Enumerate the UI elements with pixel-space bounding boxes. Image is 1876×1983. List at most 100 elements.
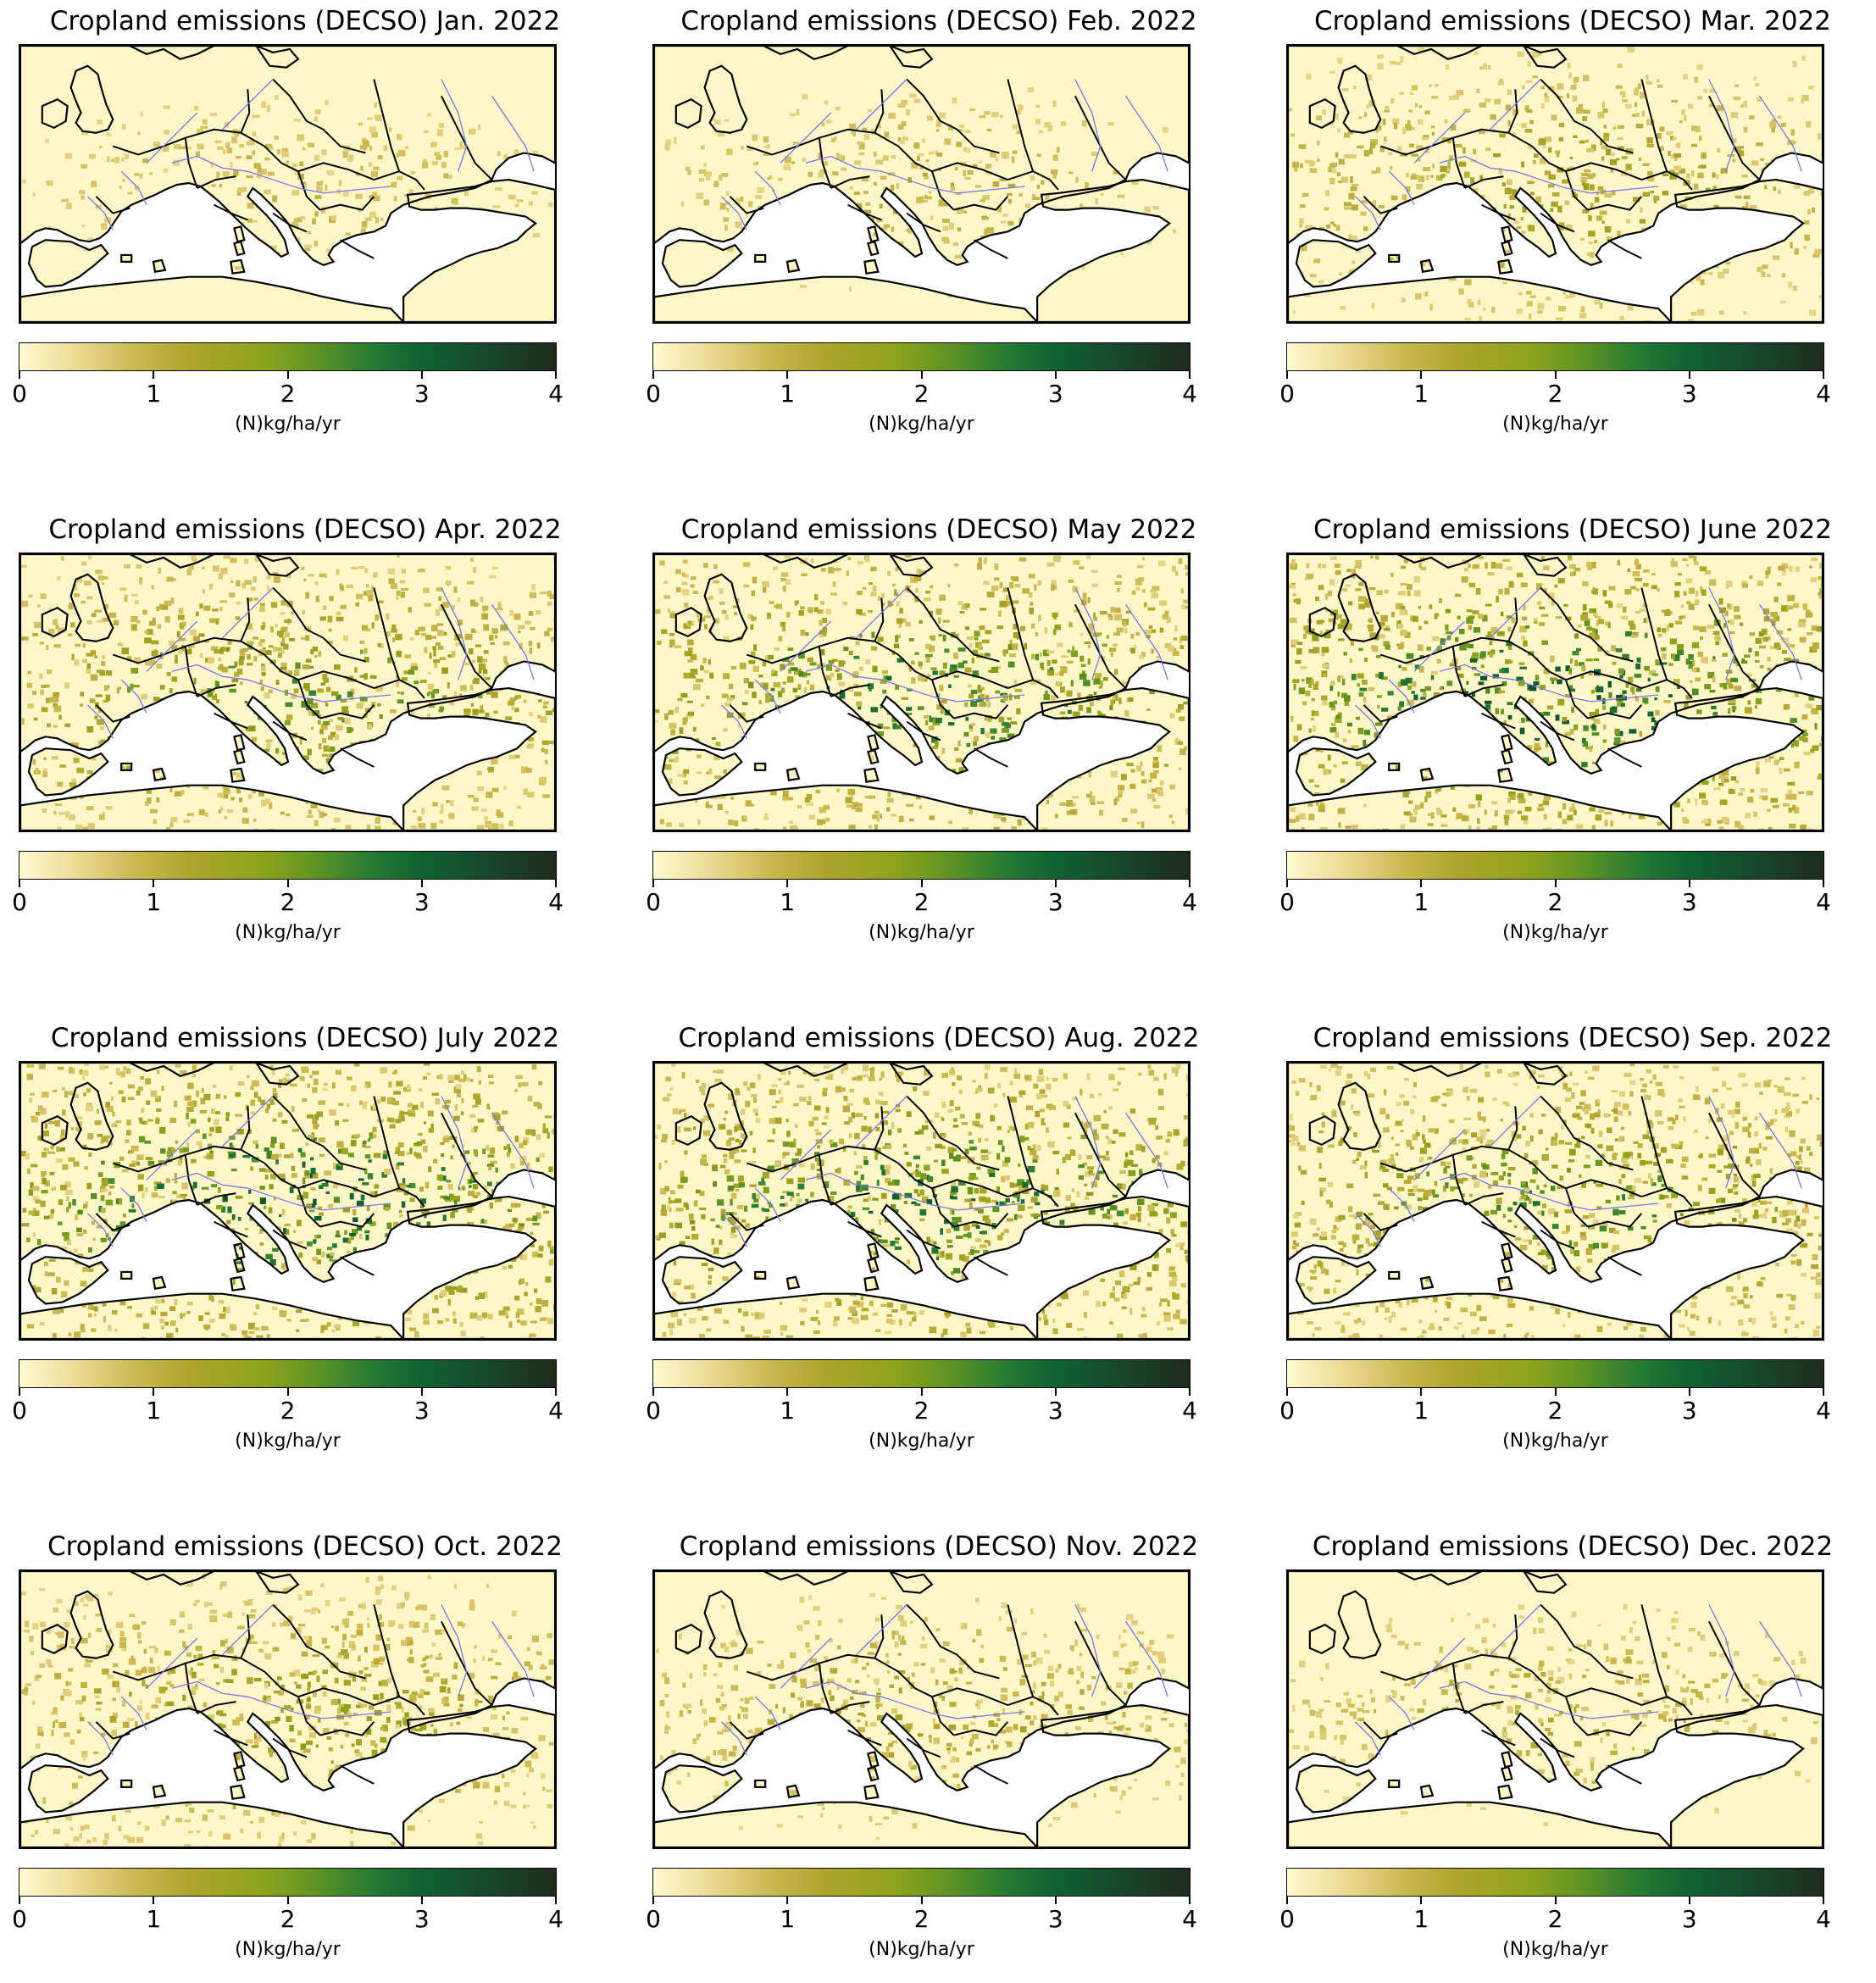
colorbar-tick-label: 1 (762, 1906, 813, 1933)
map-canvas (1288, 1063, 1823, 1339)
colorbar-tick (1055, 880, 1057, 887)
map-canvas (654, 46, 1189, 322)
colorbar-tick (287, 1388, 289, 1396)
emission-map (652, 1569, 1191, 1849)
colorbar (652, 1868, 1191, 1897)
colorbar-unit-label: (N)kg/ha/yr (19, 922, 557, 944)
colorbar-tick (555, 880, 557, 887)
colorbar-tick (19, 371, 20, 379)
colorbar-tick-label: 2 (896, 889, 947, 916)
colorbar (652, 342, 1191, 371)
colorbar-tick-label: 1 (1396, 1906, 1446, 1933)
colorbar-tick (153, 1388, 154, 1396)
colorbar-tick (555, 1897, 557, 1904)
colorbar-unit-label: (N)kg/ha/yr (1286, 1430, 1824, 1453)
country-border (974, 748, 1008, 767)
colorbar-tick-label: 2 (1530, 1906, 1581, 1933)
colorbar-tick-label: 3 (1664, 1906, 1715, 1933)
emission-map (1286, 1569, 1824, 1849)
colorbar-tick (1689, 1897, 1690, 1904)
country-border (341, 1257, 375, 1275)
colorbar-tick-label: 4 (1798, 1397, 1849, 1425)
colorbar-unit-label: (N)kg/ha/yr (652, 1939, 1191, 1961)
colorbar-tick-label: 0 (628, 1397, 679, 1425)
map-canvas (654, 554, 1189, 830)
colorbar-tick-label: 1 (128, 1906, 179, 1933)
colorbar-tick-label: 3 (1030, 380, 1081, 408)
panel-title: Cropland emissions (DECSO) Apr. 2022 (0, 514, 610, 545)
colorbar-tick-label: 2 (896, 1397, 947, 1425)
colorbar-tick-label: 2 (896, 1906, 947, 1933)
colorbar-tick-label: 3 (397, 1397, 447, 1425)
country-border (974, 1257, 1008, 1275)
colorbar-tick (652, 1388, 654, 1396)
colorbar-tick (1555, 371, 1557, 379)
colorbar-tick-label: 4 (1798, 889, 1849, 916)
colorbar-tick-label: 3 (1664, 1397, 1715, 1425)
colorbar-tick-label: 1 (762, 1397, 813, 1425)
colorbar-tick (786, 1388, 788, 1396)
colorbar-tick-label: 0 (628, 1906, 679, 1933)
colorbar (19, 342, 557, 371)
colorbar-unit-label: (N)kg/ha/yr (19, 1430, 557, 1453)
emission-map (1286, 553, 1824, 832)
emission-map (652, 553, 1191, 832)
colorbar-tick-label: 4 (1798, 380, 1849, 408)
country-border (341, 240, 375, 258)
panel-title: Cropland emissions (DECSO) Feb. 2022 (634, 6, 1244, 36)
colorbar-tick (1420, 1388, 1422, 1396)
colorbar-tick (153, 880, 154, 887)
colorbar-tick-label: 0 (0, 1906, 45, 1933)
colorbar-tick-label: 1 (762, 380, 813, 408)
colorbar-tick (1823, 880, 1824, 887)
colorbar-tick-label: 0 (1262, 889, 1313, 916)
colorbar-tick-label: 2 (896, 380, 947, 408)
colorbar-tick (555, 371, 557, 379)
colorbar-tick (19, 1897, 20, 1904)
emission-map (19, 44, 557, 324)
colorbar-tick (153, 371, 154, 379)
colorbar-unit-label: (N)kg/ha/yr (652, 922, 1191, 944)
country-border (974, 240, 1008, 258)
map-canvas (20, 1571, 555, 1847)
colorbar (19, 851, 557, 880)
colorbar-tick (1689, 1388, 1690, 1396)
emission-map (19, 553, 557, 832)
colorbar (1286, 342, 1824, 371)
colorbar-tick (1555, 1388, 1557, 1396)
colorbar-tick-label: 2 (263, 1906, 314, 1933)
colorbar-tick-label: 0 (0, 889, 45, 916)
country-border (1608, 1257, 1642, 1275)
colorbar-tick (1555, 880, 1557, 887)
colorbar-tick-label: 3 (1030, 1397, 1081, 1425)
colorbar-unit-label: (N)kg/ha/yr (1286, 922, 1824, 944)
colorbar-tick-label: 0 (0, 380, 45, 408)
country-border (341, 748, 375, 767)
colorbar-tick-label: 1 (1396, 1397, 1446, 1425)
colorbar-unit-label: (N)kg/ha/yr (19, 414, 557, 436)
colorbar-tick (786, 880, 788, 887)
colorbar-tick (921, 371, 923, 379)
emission-map (652, 44, 1191, 324)
map-canvas (1288, 554, 1823, 830)
colorbar-tick (153, 1897, 154, 1904)
colorbar-tick (1420, 371, 1422, 379)
map-canvas (20, 1063, 555, 1339)
country-border (1608, 1765, 1642, 1784)
map-canvas (1288, 1571, 1823, 1847)
colorbar-tick (1189, 1388, 1191, 1396)
country-border (1608, 748, 1642, 767)
colorbar-tick-label: 4 (530, 380, 581, 408)
map-canvas (20, 554, 555, 830)
colorbar-tick (652, 1897, 654, 1904)
colorbar-tick (1689, 880, 1690, 887)
colorbar-tick-label: 0 (1262, 380, 1313, 408)
colorbar (652, 851, 1191, 880)
country-border (974, 1765, 1008, 1784)
colorbar (1286, 851, 1824, 880)
colorbar (19, 1359, 557, 1388)
map-canvas (1288, 46, 1823, 322)
colorbar (1286, 1359, 1824, 1388)
